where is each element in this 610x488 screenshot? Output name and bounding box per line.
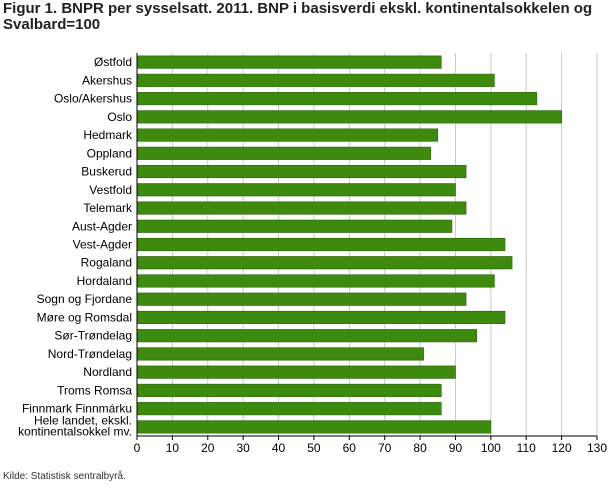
x-tick-label: 60 (343, 441, 357, 455)
bar (136, 201, 467, 215)
bar (136, 292, 467, 306)
category-label: Telemark (83, 201, 133, 215)
bar (136, 310, 506, 325)
x-tick-label: 120 (552, 441, 572, 455)
category-label: Oslo (107, 110, 132, 124)
category-label: Østfold (94, 55, 132, 69)
bar (136, 365, 456, 379)
category-label: Akershus (82, 73, 132, 87)
category-label: Møre og Romsdal (37, 310, 132, 324)
chart-title: Figur 1. BNPR per sysselsatt. 2011. BNP … (3, 0, 593, 33)
category-label: Nord-Trøndelag (48, 347, 132, 361)
category-label: Hele landet, ekskl. (34, 413, 132, 427)
category-label: Sogn og Fjordane (37, 292, 133, 306)
category-label: Vestfold (89, 183, 132, 197)
category-label: kontinentalsokkel mv. (18, 424, 132, 438)
x-tick-label: 50 (307, 441, 321, 455)
bar (136, 110, 562, 124)
x-tick-label: 80 (413, 441, 427, 455)
category-label: Rogaland (81, 256, 132, 270)
x-tick-label: 30 (236, 441, 250, 455)
category-label: Aust-Agder (72, 219, 132, 233)
category-label: Oppland (87, 146, 132, 160)
bar (136, 274, 495, 288)
category-label: Nordland (83, 365, 132, 379)
bar (136, 164, 467, 179)
x-tick-label: 20 (201, 441, 215, 455)
x-tick-label: 100 (481, 441, 501, 455)
bar (136, 329, 477, 343)
bar (136, 383, 442, 397)
axes (136, 53, 598, 440)
category-label: Troms Romsa (57, 383, 132, 397)
bar (136, 146, 431, 160)
tick-labels: 0 10 20 30 40 50 60 70 80 90 100 110 120 130 (134, 441, 608, 455)
bar (136, 183, 456, 197)
bar (136, 219, 453, 233)
source-note: Kilde: Statistisk sentralbyrå. (3, 471, 126, 482)
category-label: Sør-Trøndelag (54, 329, 132, 343)
bar (136, 92, 538, 106)
category-label: Buskerud (81, 165, 132, 179)
x-tick-label: 70 (378, 441, 392, 455)
bar (136, 402, 442, 416)
x-tick-label: 10 (166, 441, 180, 455)
bars (136, 55, 562, 434)
category-label: Finnmark Finnmárku (22, 402, 132, 416)
bar (136, 347, 424, 361)
bar (136, 237, 506, 252)
category-label: Hedmark (83, 128, 133, 142)
category-label: Oslo/Akershus (54, 92, 132, 106)
bar (136, 73, 495, 87)
x-tick-label: 40 (272, 441, 286, 455)
bar (136, 420, 492, 434)
x-tick-label: 130 (587, 441, 607, 455)
bar (136, 256, 513, 270)
category-label: Hordaland (77, 274, 132, 288)
bar (136, 55, 442, 69)
bar (136, 128, 439, 142)
x-tick-label: 110 (517, 441, 536, 455)
category-labels: Østfold Akershus Oslo/Akershus Oslo Hedmark O… (18, 55, 133, 438)
x-tick-label: 0 (134, 441, 141, 455)
category-label: Vest-Agder (73, 238, 132, 252)
x-tick-label: 90 (449, 441, 463, 455)
